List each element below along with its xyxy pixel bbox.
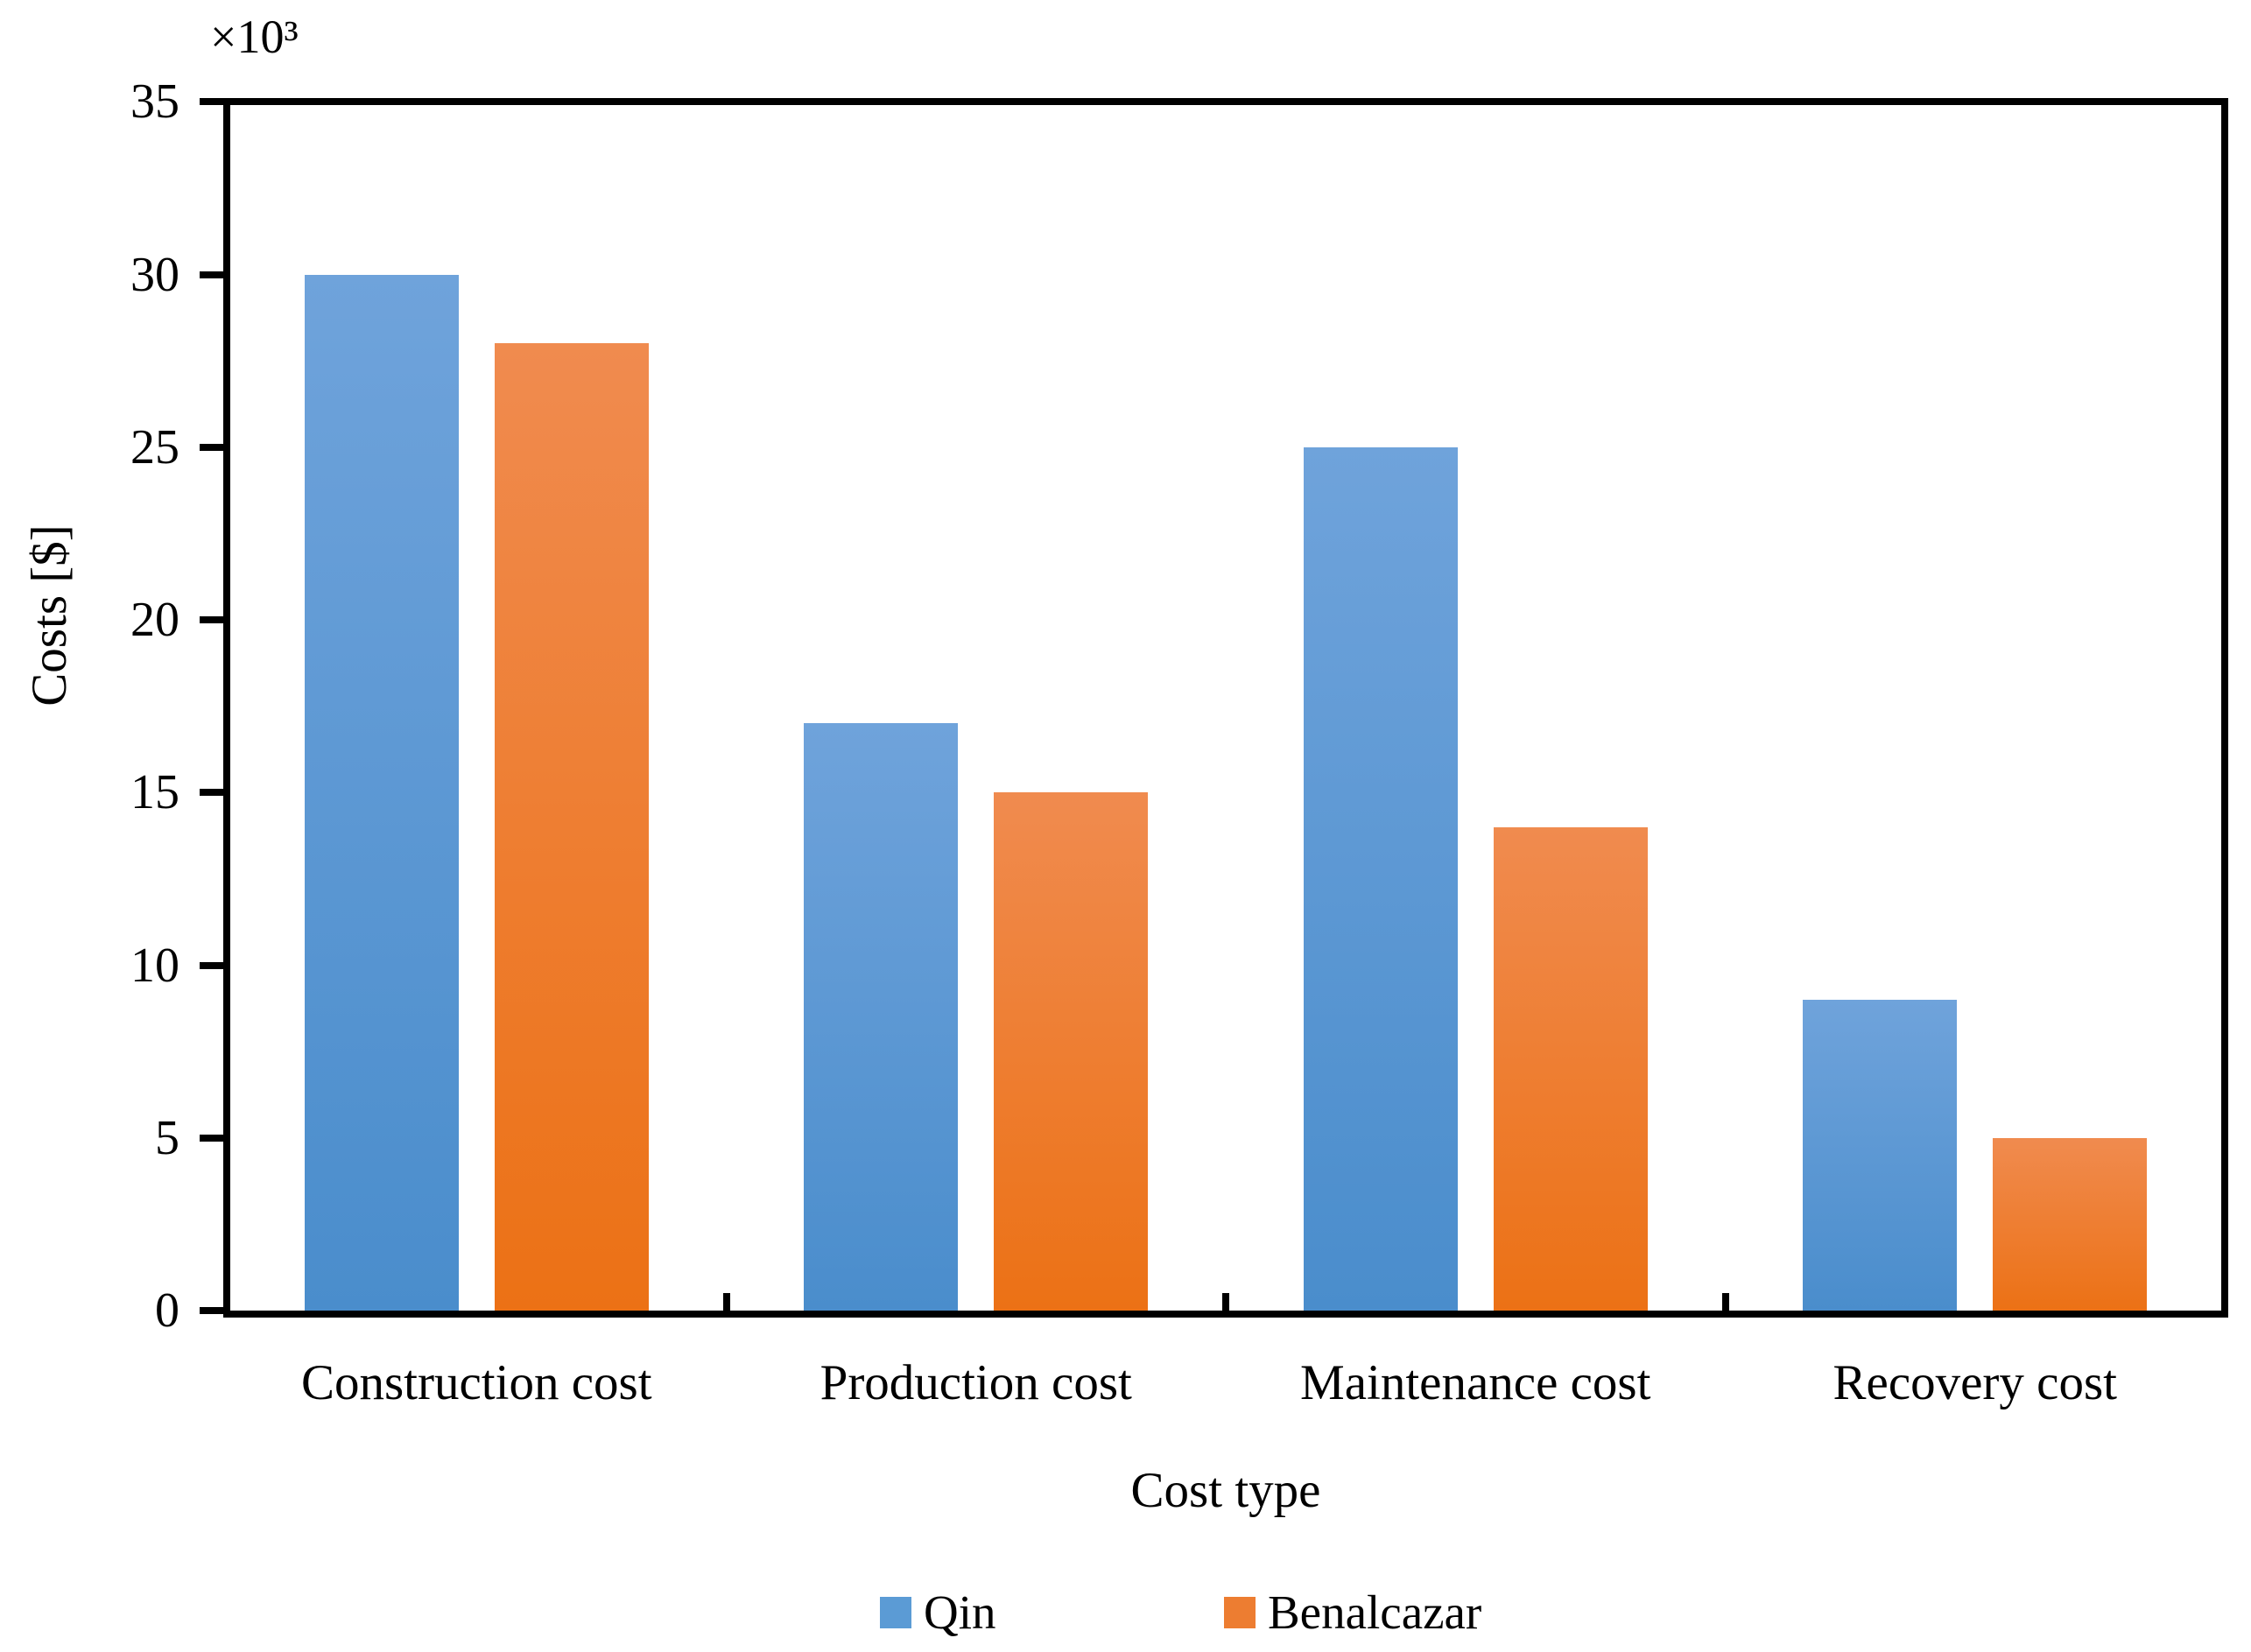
category-label-construction-cost: Construction cost — [300, 1355, 652, 1410]
y-axis-multiplier-label: ×10³ — [210, 11, 299, 63]
legend-swatch-benalcazar — [1224, 1597, 1256, 1628]
y-axis-tick — [200, 1307, 229, 1314]
y-tick-label: 20 — [130, 593, 179, 647]
y-tick-label: 30 — [130, 247, 179, 302]
x-axis-title: Cost type — [1130, 1463, 1321, 1518]
legend-label-qin: Qin — [924, 1585, 996, 1639]
y-axis-tick — [200, 1134, 229, 1142]
legend-swatch-qin — [880, 1597, 911, 1628]
bar-benalcazar-maintenance-cost — [1493, 826, 1648, 1311]
x-axis-tick — [1222, 1293, 1229, 1311]
y-axis-tick — [200, 443, 229, 451]
x-axis-tick — [1721, 1293, 1729, 1311]
y-axis-tick — [200, 961, 229, 969]
y-tick-label: 0 — [155, 1283, 179, 1338]
bar-benalcazar-production-cost — [994, 792, 1149, 1311]
y-axis-tick — [200, 616, 229, 623]
category-label-maintenance-cost: Maintenance cost — [1300, 1355, 1651, 1410]
bar-qin-production-cost — [804, 723, 959, 1311]
y-axis-tick — [200, 789, 229, 797]
y-tick-label: 10 — [130, 938, 179, 993]
bar-benalcazar-construction-cost — [494, 343, 649, 1311]
x-axis-tick — [722, 1293, 730, 1311]
y-tick-label: 25 — [130, 419, 179, 475]
bar-qin-construction-cost — [304, 274, 459, 1311]
y-tick-label: 15 — [130, 765, 179, 820]
y-axis-tick — [200, 271, 229, 278]
y-tick-label: 35 — [130, 74, 179, 130]
bar-qin-recovery-cost — [1803, 999, 1958, 1311]
y-axis-tick — [200, 98, 229, 106]
bar-benalcazar-recovery-cost — [1993, 1137, 2148, 1311]
bar-qin-maintenance-cost — [1303, 446, 1458, 1311]
legend-label-benalcazar: Benalcazar — [1268, 1585, 1482, 1639]
y-tick-label: 5 — [155, 1110, 179, 1165]
category-label-production-cost: Production cost — [820, 1355, 1132, 1410]
category-label-recovery-cost: Recovery cost — [1832, 1355, 2117, 1410]
